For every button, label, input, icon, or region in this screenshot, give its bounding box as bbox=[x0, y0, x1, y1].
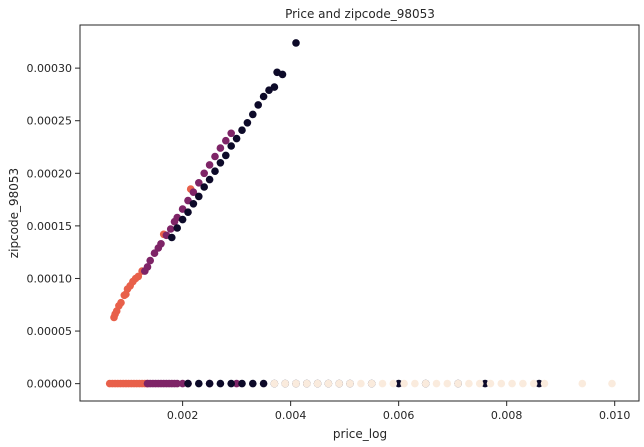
scatter-point bbox=[195, 179, 203, 187]
y-tick-label: 0.00000 bbox=[27, 378, 73, 391]
scatter-point bbox=[178, 379, 187, 388]
scatter-point bbox=[205, 379, 214, 388]
scatter-point bbox=[216, 379, 225, 388]
plot-area: 0.002 0.004 0.006 0.008 0.010 0.00000 0.00005… bbox=[27, 24, 640, 422]
y-tick-label: 0.00030 bbox=[27, 62, 73, 75]
scatter-point bbox=[486, 379, 495, 388]
scatter-point bbox=[292, 39, 300, 47]
scatter-point bbox=[227, 129, 235, 138]
scatter-point bbox=[168, 233, 176, 242]
scatter-point bbox=[173, 379, 181, 388]
scatter-point bbox=[357, 379, 365, 388]
scatter-point bbox=[232, 379, 241, 388]
scatter-point bbox=[189, 200, 198, 208]
scatter-point bbox=[211, 167, 219, 175]
scatter-point bbox=[346, 379, 354, 388]
x-tick-label: 0.008 bbox=[491, 409, 523, 422]
scatter-point bbox=[465, 379, 473, 388]
chart-title: Price and zipcode_98053 bbox=[285, 7, 435, 21]
y-tick-label: 0.00025 bbox=[27, 115, 73, 128]
scatter-point bbox=[150, 249, 159, 257]
scatter-point bbox=[540, 379, 549, 388]
scatter-point bbox=[227, 142, 235, 150]
scatter-point bbox=[367, 379, 376, 388]
scatter-point bbox=[389, 379, 398, 388]
plot-frame bbox=[79, 24, 640, 402]
scatter-point bbox=[508, 379, 516, 388]
scatter-point bbox=[238, 379, 246, 388]
scatter-point bbox=[178, 215, 187, 224]
scatter-point bbox=[117, 298, 125, 307]
scatter-point bbox=[227, 379, 235, 388]
scatter-point bbox=[324, 379, 333, 388]
scatter-point bbox=[608, 379, 616, 388]
scatter-point bbox=[475, 379, 484, 388]
scatter-point bbox=[195, 192, 203, 201]
y-tick-label: 0.00020 bbox=[27, 167, 73, 180]
scatter-point bbox=[184, 208, 192, 216]
x-tick-label: 0.006 bbox=[383, 409, 415, 422]
scatter-point bbox=[454, 379, 462, 388]
y-tick-label: 0.00005 bbox=[27, 325, 73, 338]
scatter-point bbox=[303, 379, 311, 388]
scatter-point bbox=[222, 151, 230, 160]
scatter-point bbox=[378, 379, 387, 388]
scatter-point bbox=[394, 379, 403, 388]
scatter-point bbox=[200, 169, 208, 178]
scatter-point bbox=[278, 70, 287, 79]
scatter-point bbox=[211, 152, 219, 161]
y-tick-label: 0.00010 bbox=[27, 272, 73, 285]
scatter-point bbox=[411, 379, 419, 388]
scatter-point bbox=[200, 183, 208, 191]
scatter-point bbox=[292, 379, 300, 388]
scatter-point bbox=[432, 379, 441, 388]
scatter-point bbox=[134, 272, 143, 281]
scatter-point bbox=[249, 379, 257, 388]
scatter-point bbox=[143, 263, 152, 271]
scatter-point bbox=[313, 379, 322, 388]
scatter-point bbox=[270, 83, 279, 91]
scatter-point bbox=[249, 110, 257, 119]
x-axis-ticks: 0.002 0.004 0.006 0.008 0.010 bbox=[167, 401, 631, 422]
scatter-point bbox=[232, 134, 241, 143]
x-tick-label: 0.010 bbox=[599, 409, 631, 422]
scatter-point bbox=[173, 224, 181, 232]
data-points bbox=[105, 39, 616, 388]
x-tick-label: 0.004 bbox=[275, 409, 307, 422]
x-axis-label: price_log bbox=[333, 427, 387, 441]
scatter-point bbox=[519, 379, 527, 388]
y-axis-label: zipcode_98053 bbox=[7, 168, 21, 258]
scatter-point bbox=[254, 101, 262, 109]
scatter-point bbox=[195, 379, 203, 388]
scatter-point bbox=[497, 379, 506, 388]
x-tick-label: 0.002 bbox=[167, 409, 199, 422]
scatter-point bbox=[205, 161, 214, 169]
scatter-point bbox=[157, 240, 165, 248]
y-axis-ticks: 0.00000 0.00005 0.00010 0.00015 0.00020 0.000… bbox=[27, 62, 80, 391]
scatter-point bbox=[166, 225, 175, 233]
y-tick-label: 0.00015 bbox=[27, 220, 73, 233]
scatter-point bbox=[421, 379, 430, 388]
scatter-point bbox=[222, 136, 230, 145]
scatter-point bbox=[281, 379, 290, 388]
scatter-point bbox=[335, 379, 344, 388]
scatter-point bbox=[216, 159, 225, 167]
scatter-point bbox=[146, 256, 154, 265]
scatter-point bbox=[578, 379, 587, 388]
scatter-point bbox=[205, 175, 214, 184]
scatter-point bbox=[535, 379, 543, 388]
scatter-point bbox=[243, 119, 252, 127]
scatter-point bbox=[529, 379, 538, 388]
scatter-point bbox=[443, 379, 452, 388]
scatter-point bbox=[270, 379, 279, 388]
scatter-point bbox=[189, 188, 198, 196]
scatter-point bbox=[216, 144, 225, 152]
scatter-point bbox=[259, 92, 268, 101]
scatter-point bbox=[184, 379, 192, 388]
scatter-point bbox=[400, 379, 408, 388]
scatter-point bbox=[481, 379, 489, 388]
scatter-point bbox=[259, 379, 268, 388]
scatter-point bbox=[238, 126, 246, 134]
